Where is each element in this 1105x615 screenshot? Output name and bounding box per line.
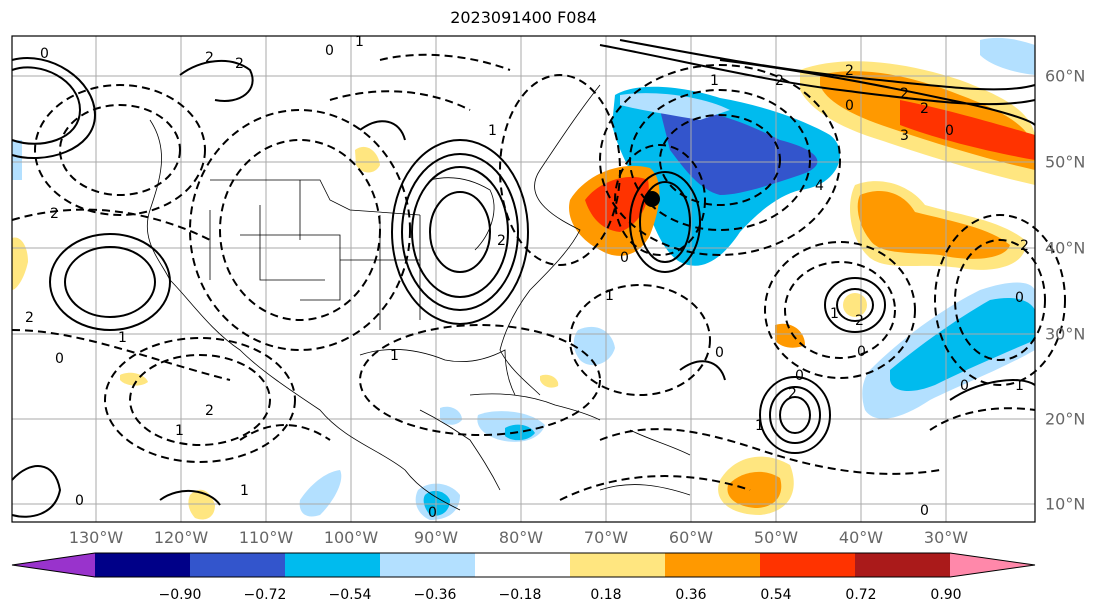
latitude-label: 20°N (1045, 409, 1086, 429)
longitude-label: 50°W (753, 528, 799, 547)
contour-label: 1 (605, 288, 614, 304)
contour-label: 0 (960, 378, 969, 394)
colorbar (11, 552, 1036, 578)
contour-label: 1 (755, 418, 764, 434)
colorbar-tick-label: −0.18 (498, 587, 542, 603)
latitude-label: 40°N (1045, 238, 1086, 258)
contour-label: 2 (855, 313, 864, 329)
graticule (12, 36, 1035, 522)
contour-label: 0 (945, 123, 954, 139)
colorbar-tick-label: 0.72 (845, 587, 877, 603)
contour-label: 1 (118, 330, 127, 346)
map-title: 2023091400 F084 (450, 8, 597, 27)
longitude-label: 120°W (153, 528, 209, 547)
contour-label: 0 (845, 98, 854, 114)
colorbar-tick-label: −0.90 (158, 587, 202, 603)
contours-solid (11, 39, 1036, 518)
contour-label: 2 (900, 86, 909, 102)
contour-label: 1 (355, 34, 364, 50)
colorbar-cell (665, 553, 761, 577)
colorbar-tick-label: −0.36 (413, 587, 457, 603)
longitude-label: 100°W (323, 528, 379, 547)
contour-label: 0 (1015, 290, 1024, 306)
contour-label: 2 (497, 233, 506, 249)
contour-label: 0 (857, 344, 866, 360)
longitude-label: 90°W (413, 528, 459, 547)
contour-label: 0 (40, 46, 49, 62)
contour-label: 1 (488, 123, 497, 139)
contour-label: 0 (428, 505, 437, 521)
contour-label: 2 (205, 50, 214, 66)
colorbar-tick-label: −0.72 (243, 587, 287, 603)
contour-label: 0 (920, 503, 929, 519)
contour-label: 0 (55, 351, 64, 367)
contours-dashed (11, 53, 1066, 501)
contour-label: 1 (175, 423, 184, 439)
contour-label: 2 (235, 56, 244, 72)
colorbar-cell (760, 553, 856, 577)
colorbar-tick-label: 0.54 (760, 587, 792, 603)
contour-label: 0 (325, 43, 334, 59)
contour-label: 2 (920, 101, 929, 117)
contour-label: 4 (815, 178, 824, 194)
contour-label: 2 (775, 73, 784, 89)
colorbar-tick-label: 0.90 (930, 587, 962, 603)
latitude-label: 30°N (1045, 324, 1086, 344)
longitude-label: 130°W (68, 528, 124, 547)
contour-label: 0 (795, 368, 804, 384)
contour-label: 2 (788, 386, 797, 402)
contour-label: 2 (50, 206, 59, 222)
colorbar-cell (570, 553, 666, 577)
colorbar-cell (190, 553, 286, 577)
contour-label: 2 (205, 403, 214, 419)
longitude-label: 30°W (923, 528, 969, 547)
colorbar-cell (855, 553, 951, 577)
longitude-label: 60°W (668, 528, 714, 547)
colorbar-cell (285, 553, 381, 577)
contour-label: 0 (715, 345, 724, 361)
map-frame (11, 35, 1036, 523)
latitude-label: 50°N (1045, 152, 1086, 172)
colorbar-cell (95, 553, 191, 577)
latitude-label: 10°N (1045, 494, 1086, 514)
contour-label: 1 (390, 348, 399, 364)
colorbar-extend-low (12, 553, 95, 577)
longitude-label: 70°W (583, 528, 629, 547)
latitude-label: 60°N (1045, 66, 1086, 86)
colorbar-tick-label: −0.54 (328, 587, 372, 603)
colorbar-extend-high (950, 553, 1035, 577)
storm-center-marker (644, 191, 660, 207)
contour-label-group: 0 2 1 0 2 1 0 1 2 4 1 2 0 2 0 1 2 0 1 2 … (25, 34, 1029, 521)
contour-label: 1 (710, 73, 719, 89)
map-panel: 0 2 1 0 2 1 0 1 2 4 1 2 0 2 0 1 2 0 1 2 … (11, 34, 1066, 523)
longitude-label: 80°W (498, 528, 544, 547)
contour-label: 2 (845, 63, 854, 79)
longitude-label: 40°W (838, 528, 884, 547)
contour-label: 1 (240, 483, 249, 499)
contour-label: 0 (620, 250, 629, 266)
contour-label: 2 (1020, 238, 1029, 254)
contour-label: 0 (75, 493, 84, 509)
longitude-label: 110°W (238, 528, 294, 547)
contour-label: 1 (830, 306, 839, 322)
contour-label: 2 (25, 310, 34, 326)
colorbar-cell (380, 553, 476, 577)
colorbar-tick-label: 0.36 (675, 587, 707, 603)
contour-label: 1 (1015, 378, 1024, 394)
contour-label: 3 (900, 128, 909, 144)
colorbar-tick-label: 0.18 (590, 587, 622, 603)
colorbar-outline (11, 552, 1036, 578)
colorbar-cell (475, 553, 571, 577)
anomaly-shading (12, 37, 1035, 520)
